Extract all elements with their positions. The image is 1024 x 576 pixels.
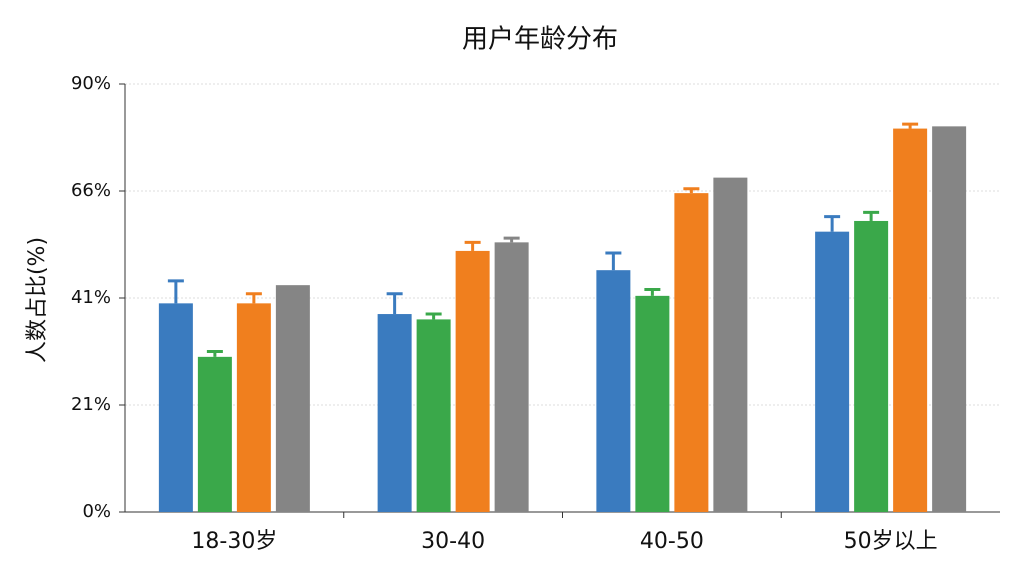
y-axis-label: 人数占比(%) [25,237,50,363]
error-bar [644,287,661,296]
error-bar [503,236,520,243]
error-bar [824,215,841,232]
chart-title: 用户年龄分布 [462,25,618,55]
bar [494,242,529,513]
bar [197,356,232,512]
bar [455,250,490,513]
bar [158,303,193,512]
bar [635,295,670,512]
bar [713,177,748,512]
error-bar [863,210,880,221]
error-bar [425,312,442,320]
x-tick-label: 50岁以上 [844,529,938,554]
error-bar [206,350,223,357]
bar [674,193,709,512]
bar [596,270,631,512]
error-bar [386,292,403,315]
y-tick-label: 21% [71,394,111,415]
error-bar [605,251,622,271]
x-tick-label: 30-40 [421,529,485,554]
y-tick-label: 41% [71,287,111,308]
y-tick-label: 0% [82,501,111,522]
bar [893,128,928,513]
bar [236,303,271,512]
error-bar [245,292,262,304]
x-tick-label: 18-30岁 [191,529,277,554]
error-bar [902,122,919,129]
error-bar [167,279,184,304]
y-tick-label: 90% [71,73,111,94]
bar [416,319,451,512]
bar [854,220,889,512]
bar [932,126,967,513]
x-tick-label: 40-50 [640,529,704,554]
bar [275,285,310,512]
bar [377,314,412,512]
error-bar [464,240,481,251]
error-bar [683,187,700,194]
y-tick-label: 66% [71,180,111,201]
bar [815,231,850,512]
